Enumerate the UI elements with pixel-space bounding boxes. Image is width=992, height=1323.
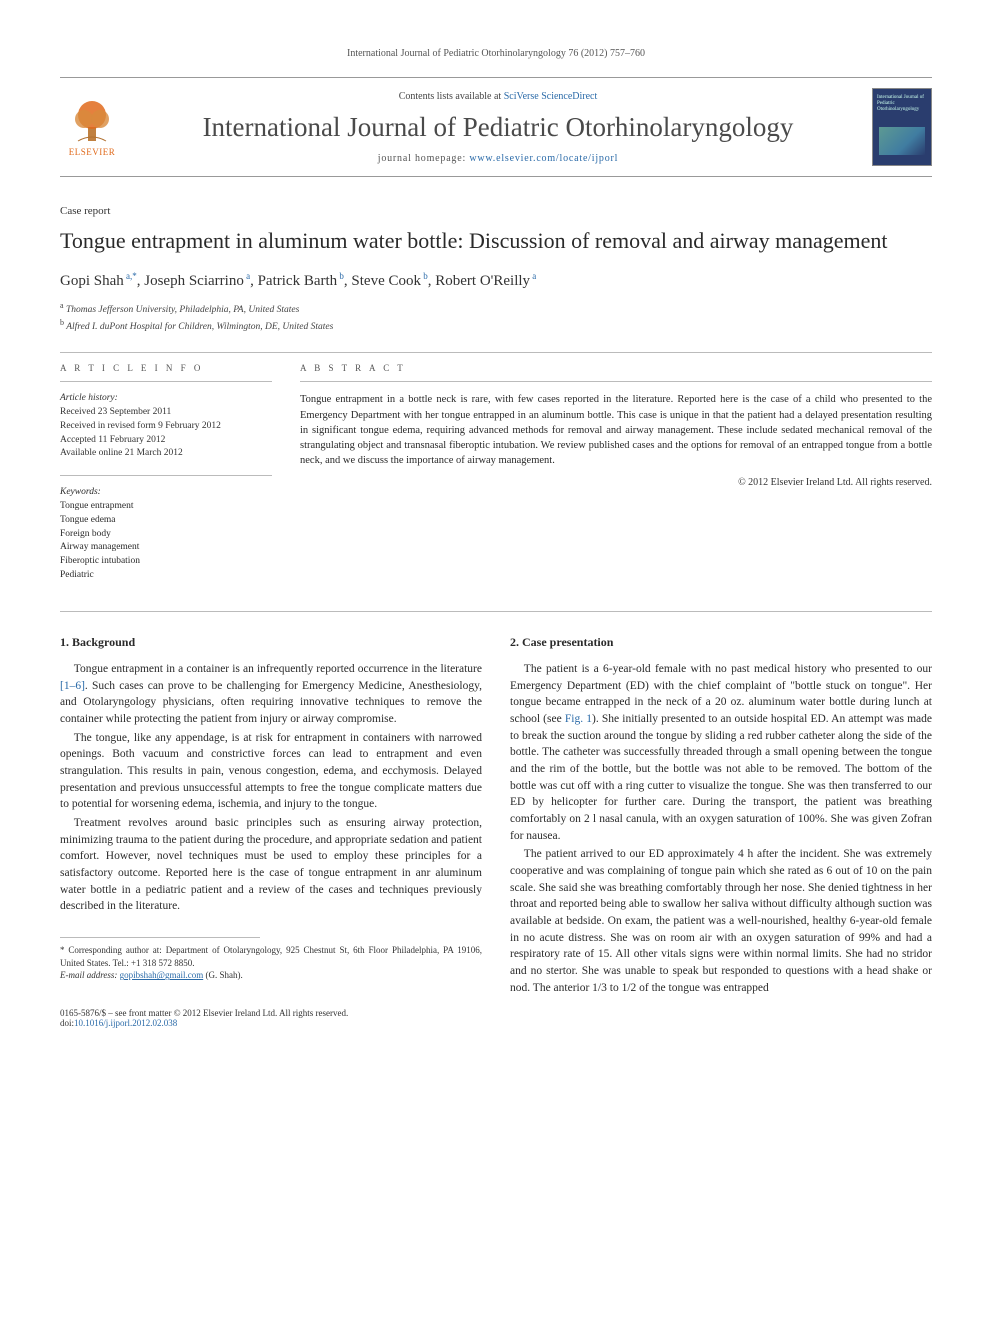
section-heading-background: 1. Background bbox=[60, 634, 482, 651]
article-type: Case report bbox=[60, 205, 932, 217]
homepage-prefix: journal homepage: bbox=[378, 153, 470, 164]
divider bbox=[60, 611, 932, 612]
contents-prefix: Contents lists available at bbox=[399, 91, 504, 102]
author-list: Gopi Shah a,*, Joseph Sciarrino a, Patri… bbox=[60, 271, 932, 290]
body-paragraph: Treatment revolves around basic principl… bbox=[60, 815, 482, 915]
journal-cover-thumb: International Journal of Pediatric Otorh… bbox=[872, 88, 932, 166]
divider bbox=[60, 381, 272, 382]
divider bbox=[60, 475, 272, 476]
section-heading-case: 2. Case presentation bbox=[510, 634, 932, 651]
email-suffix: (G. Shah). bbox=[203, 970, 243, 980]
issn-line: 0165-5876/$ – see front matter © 2012 El… bbox=[60, 1008, 348, 1018]
contents-available-line: Contents lists available at SciVerse Sci… bbox=[138, 91, 858, 102]
sciencedirect-link[interactable]: SciVerse ScienceDirect bbox=[504, 91, 598, 102]
running-head: International Journal of Pediatric Otorh… bbox=[60, 48, 932, 59]
divider bbox=[60, 352, 932, 353]
article-info-heading: A R T I C L E I N F O bbox=[60, 363, 272, 373]
elsevier-tree-icon bbox=[68, 97, 116, 145]
publisher-name: ELSEVIER bbox=[69, 147, 116, 157]
email-label: E-mail address: bbox=[60, 970, 120, 980]
doi-link[interactable]: 10.1016/j.ijporl.2012.02.038 bbox=[74, 1018, 177, 1028]
cover-label: International Journal of Pediatric Otorh… bbox=[877, 95, 927, 113]
divider bbox=[300, 381, 932, 382]
affiliations: a Thomas Jefferson University, Philadelp… bbox=[60, 300, 932, 335]
corr-label: * Corresponding author at: bbox=[60, 945, 166, 955]
corresponding-author-footnote: * Corresponding author at: Department of… bbox=[60, 944, 482, 982]
homepage-line: journal homepage: www.elsevier.com/locat… bbox=[138, 153, 858, 164]
masthead: ELSEVIER Contents lists available at Sci… bbox=[60, 77, 932, 177]
journal-title: International Journal of Pediatric Otorh… bbox=[138, 112, 858, 143]
corr-email-link[interactable]: gopibshah@gmail.com bbox=[120, 970, 204, 980]
history-label: Article history: bbox=[60, 392, 272, 406]
body-paragraph: The patient arrived to our ED approximat… bbox=[510, 846, 932, 996]
doi-footer: 0165-5876/$ – see front matter © 2012 El… bbox=[60, 1008, 932, 1028]
keywords-label: Keywords: bbox=[60, 486, 272, 500]
article-title: Tongue entrapment in aluminum water bott… bbox=[60, 227, 932, 255]
abstract-heading: A B S T R A C T bbox=[300, 363, 932, 373]
abstract-text: Tongue entrapment in a bottle neck is ra… bbox=[300, 392, 932, 468]
abstract-copyright: © 2012 Elsevier Ireland Ltd. All rights … bbox=[300, 477, 932, 488]
keywords-block: Keywords: Tongue entrapmentTongue edemaF… bbox=[60, 486, 272, 582]
body-paragraph: The tongue, like any appendage, is at ri… bbox=[60, 730, 482, 813]
body-paragraph: The patient is a 6-year-old female with … bbox=[510, 661, 932, 844]
article-body: 1. Background Tongue entrapment in a con… bbox=[60, 634, 932, 999]
footnote-rule bbox=[60, 937, 260, 938]
article-history: Article history: Received 23 September 2… bbox=[60, 392, 272, 461]
body-paragraph: Tongue entrapment in a container is an i… bbox=[60, 661, 482, 728]
doi-prefix: doi: bbox=[60, 1018, 74, 1028]
homepage-link[interactable]: www.elsevier.com/locate/ijporl bbox=[469, 153, 618, 164]
elsevier-logo: ELSEVIER bbox=[60, 91, 124, 163]
